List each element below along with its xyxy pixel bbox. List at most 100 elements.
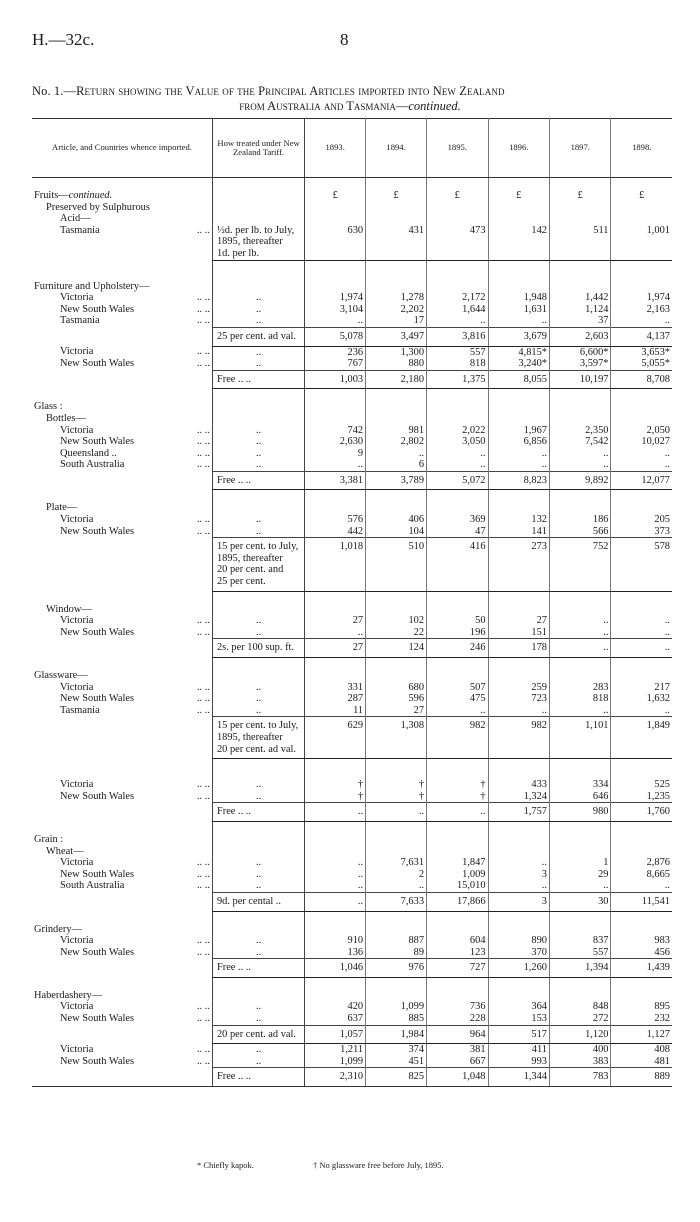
value-cell: 132	[488, 514, 551, 526]
value-cell: 1,849	[610, 716, 672, 760]
tariff-cell	[211, 412, 306, 425]
table-header-row: Article, and Countries whence imported. H…	[32, 118, 672, 178]
value-cell: 557	[426, 346, 489, 359]
country-cell	[32, 803, 212, 822]
table-row: Victoria .. .... 1,211 374 381 411 400 408	[32, 1043, 672, 1056]
value-cell: 196	[426, 626, 489, 639]
tariff-cell: ..	[211, 436, 306, 448]
category-name: Fruits—	[34, 190, 69, 201]
leader-dots: .. ..	[196, 704, 210, 716]
value-cell: 2,310	[304, 1067, 367, 1088]
value-cell: 9	[304, 447, 367, 460]
value-cell: 837	[549, 935, 612, 947]
tariff-cell: Free .. ..	[211, 1067, 306, 1088]
value-cell: 3,597*	[549, 358, 612, 371]
country-cell: New South Wales .. ..	[32, 526, 212, 538]
total-row: Free .. ........ 1,757 980 1,760	[32, 802, 672, 822]
category-heading-row: Acid—	[32, 213, 672, 225]
country-cell: Victoria .. ..	[32, 346, 212, 358]
value-cell: 5,055*	[641, 358, 670, 370]
spacer-cell	[611, 389, 672, 402]
value-cell: 416	[426, 537, 489, 592]
table-row: Victoria.. ...... 7,631 1,847.. 1 2,876	[32, 857, 672, 869]
currency-cell	[488, 280, 551, 293]
country-name: New South Wales	[60, 946, 135, 958]
country-label: Queensland .. .. ..	[60, 448, 210, 460]
column-header: 1897.	[549, 118, 612, 178]
country-cell: Victoria .. ..	[32, 514, 212, 526]
tariff-cell	[211, 401, 306, 413]
spacer-cell	[365, 821, 428, 834]
currency-cell	[611, 401, 672, 413]
spacer-cell	[488, 977, 551, 990]
tariff-cell: ..	[211, 424, 306, 437]
currency-cell	[611, 924, 672, 936]
value-cell: 1,974	[646, 292, 670, 304]
tariff-cell	[211, 923, 306, 936]
value-cell: ..	[365, 802, 428, 822]
value-cell: 2,180	[365, 369, 428, 390]
value-cell: 3	[488, 868, 551, 881]
country-name: New South Wales	[60, 358, 135, 370]
table-row: Victoria .. .... 420 1,099 736 364 848 895	[32, 1001, 672, 1014]
country-cell: Victoria .. ..	[32, 615, 212, 627]
value-cell: 2,802	[365, 436, 428, 448]
value-cell: 123	[426, 946, 489, 959]
value-cell: ..	[488, 447, 551, 460]
spacer-cell	[426, 489, 489, 503]
country-label: Victoria .. ..	[60, 935, 210, 947]
tariff-cell: Free .. ..	[211, 958, 306, 978]
currency-cell	[549, 923, 612, 936]
tariff-cell: 20 per cent. ad val.	[211, 1024, 306, 1045]
total-row: 9d. per cental .... 7,633 17,866 3 30 11,541	[32, 891, 672, 912]
country-name: Tasmania	[60, 315, 100, 327]
tariff-cell: ..	[211, 857, 306, 869]
table-title-line2: from Australia and Tasmania—	[239, 99, 409, 113]
country-name: New South Wales	[60, 525, 135, 537]
country-label: New South Wales .. ..	[60, 1013, 210, 1025]
value-cell: 1,099	[304, 1055, 367, 1068]
value-cell: 964	[426, 1024, 489, 1045]
value-cell: 456	[654, 946, 670, 958]
value-cell: 511	[549, 224, 612, 261]
value-cell: ..	[664, 626, 670, 638]
value-cell: 825	[365, 1067, 428, 1088]
tariff-cell: ..	[211, 358, 306, 371]
currency-cell	[365, 280, 428, 293]
tariff-cell: ..	[211, 615, 306, 627]
currency-cell	[549, 845, 612, 858]
value-cell: 578	[610, 537, 672, 592]
table-title-continued: from Australia and Tasmania—continued.	[0, 99, 700, 114]
value-cell: 1,101	[549, 716, 612, 760]
category-heading: Glassware—	[34, 670, 88, 681]
value-cell: 7,631	[365, 857, 428, 869]
country-cell: South Australia .. ..	[32, 880, 212, 892]
value-cell: 1,974	[304, 292, 367, 304]
spacer-cell	[549, 657, 612, 670]
country-cell: South Australia .. ..	[32, 459, 212, 471]
spacer-cell	[304, 758, 367, 780]
value-cell: 17,866	[426, 891, 489, 912]
spacer-cell	[32, 260, 212, 281]
currency-cell	[611, 202, 672, 214]
value-cell: 151	[488, 626, 551, 639]
spacer-cell	[549, 758, 612, 780]
value-cell: 136	[304, 946, 367, 959]
spacer-row	[32, 388, 672, 402]
category-heading: Window—	[46, 603, 92, 615]
country-name: New South Wales	[60, 790, 135, 802]
value-cell: 2	[365, 868, 428, 881]
value-cell: 411	[488, 1043, 551, 1056]
total-row: 15 per cent. to July, 1895, thereafter 2…	[32, 537, 672, 592]
currency-cell	[304, 923, 367, 936]
value-cell: 1,439	[610, 958, 672, 978]
spacer-cell	[211, 977, 306, 990]
spacer-cell	[304, 177, 367, 190]
table-number: No. 1.—	[32, 84, 77, 98]
currency-cell	[549, 201, 612, 214]
value-cell: 982	[488, 716, 551, 760]
tariff-cell: ..	[211, 693, 306, 705]
category-heading-row: Grain :	[32, 833, 672, 846]
spacer-cell	[549, 977, 612, 990]
currency-cell	[488, 833, 551, 846]
